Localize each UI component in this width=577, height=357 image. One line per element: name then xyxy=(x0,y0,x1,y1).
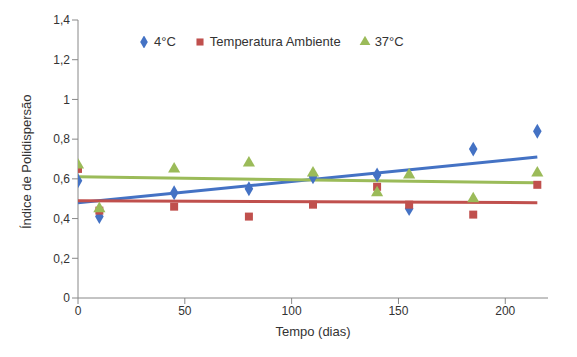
html-text:4°C: 4°C xyxy=(154,34,176,49)
svg-text:Índice de Polidispersão: Índice de Polidispersão xyxy=(19,95,34,229)
svg-text:0,8: 0,8 xyxy=(53,132,70,146)
svg-text:1,2: 1,2 xyxy=(53,53,70,67)
svg-text:150: 150 xyxy=(388,304,408,318)
svg-text:Tempo (dias): Tempo (dias) xyxy=(275,324,350,339)
svg-text:0,4: 0,4 xyxy=(53,212,70,226)
svg-text:0,2: 0,2 xyxy=(53,252,70,266)
svg-text:1,4: 1,4 xyxy=(53,13,70,27)
svg-text:0: 0 xyxy=(63,291,70,305)
svg-text:0,6: 0,6 xyxy=(53,172,70,186)
svg-text:0: 0 xyxy=(75,304,82,318)
svg-text:50: 50 xyxy=(178,304,192,318)
html-text:Temperatura Ambiente: Temperatura Ambiente xyxy=(209,34,341,49)
html-text:37°C: 37°C xyxy=(374,34,404,49)
svg-text:1: 1 xyxy=(63,93,70,107)
svg-text:100: 100 xyxy=(282,304,302,318)
svg-text:200: 200 xyxy=(495,304,515,318)
